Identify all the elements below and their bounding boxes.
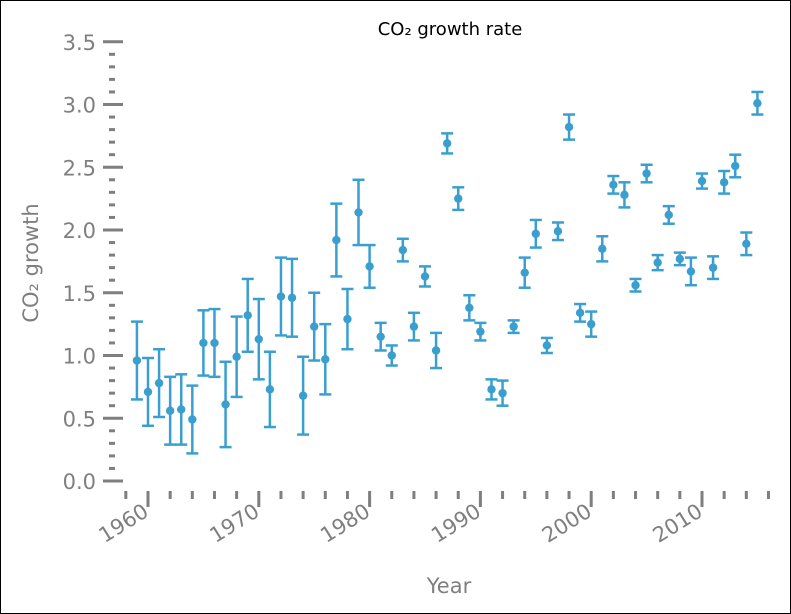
- data-point: [454, 194, 463, 203]
- data-point: [387, 351, 396, 360]
- data-point: [431, 346, 441, 355]
- data-point: [354, 208, 363, 217]
- data-point: [708, 263, 718, 272]
- data-point: [664, 210, 673, 220]
- x-tick-label: 1990: [427, 499, 485, 548]
- data-point: [298, 391, 308, 400]
- data-point: [642, 169, 651, 178]
- y-axis: 0.0 0.5 1.0 1.5 2.0 2.5 3.0 3.5: [63, 31, 123, 494]
- y-tick-label: 0.0: [63, 470, 96, 494]
- data-point: [310, 322, 319, 331]
- data-point: [542, 341, 552, 350]
- data-point: [188, 415, 197, 424]
- data-point: [653, 258, 662, 267]
- data-point: [243, 311, 252, 320]
- data-point: [476, 327, 485, 336]
- data-point: [564, 122, 574, 132]
- y-tick-label: 3.5: [63, 31, 96, 55]
- x-tick-label: 2010: [649, 499, 707, 548]
- y-axis-label: CO₂ growth: [19, 203, 43, 322]
- data-point: [154, 378, 164, 388]
- data-point: [631, 281, 640, 290]
- data-point: [321, 355, 330, 364]
- data-point: [575, 308, 585, 318]
- data-point: [509, 322, 518, 331]
- data-point: [265, 385, 275, 394]
- y-tick-label: 2.0: [63, 219, 96, 243]
- data-point: [498, 388, 507, 398]
- x-tick-label: 1980: [316, 499, 374, 548]
- data-point: [254, 334, 263, 344]
- x-axis: 1960 1970 1980 1990 2000 2010: [95, 491, 770, 548]
- data-point: [376, 332, 385, 341]
- data-point: [531, 229, 540, 238]
- data-marks: [130, 90, 764, 455]
- data-point: [442, 139, 452, 148]
- x-tick-label: 1960: [95, 499, 153, 548]
- data-point: [753, 99, 762, 108]
- data-point: [731, 161, 740, 171]
- data-point: [398, 245, 408, 255]
- data-point: [420, 272, 430, 281]
- data-point: [520, 268, 529, 277]
- data-point: [598, 244, 607, 254]
- data-point: [343, 314, 352, 324]
- data-point: [620, 190, 629, 200]
- data-point: [210, 338, 219, 348]
- x-tick-label: 2000: [538, 499, 596, 548]
- data-point: [165, 406, 175, 415]
- data-point: [221, 400, 230, 409]
- data-point: [465, 303, 474, 313]
- data-point: [365, 262, 374, 271]
- data-point: [332, 235, 341, 245]
- data-point: [742, 239, 751, 249]
- data-point: [719, 178, 729, 187]
- chart-title: CO₂ growth rate: [378, 19, 523, 40]
- data-point: [609, 180, 618, 190]
- data-point: [199, 338, 208, 348]
- data-point: [132, 356, 142, 365]
- data-point: [177, 405, 186, 414]
- data-point: [587, 319, 596, 329]
- data-point: [287, 293, 297, 302]
- data-point: [232, 352, 241, 361]
- y-tick-label: 3.0: [63, 94, 96, 118]
- data-point: [553, 227, 563, 236]
- y-tick-label: 1.5: [63, 282, 96, 306]
- y-tick-label: 0.5: [63, 407, 96, 431]
- data-point: [697, 176, 707, 186]
- y-tick-label: 2.5: [63, 156, 96, 180]
- data-point: [143, 387, 153, 397]
- data-point: [409, 322, 419, 331]
- x-tick-label: 1970: [205, 499, 263, 548]
- y-tick-label: 1.0: [63, 345, 96, 369]
- x-axis-label: Year: [426, 574, 472, 598]
- data-point: [276, 292, 286, 301]
- data-point: [487, 385, 496, 394]
- data-point: [675, 254, 685, 264]
- data-point: [686, 267, 696, 276]
